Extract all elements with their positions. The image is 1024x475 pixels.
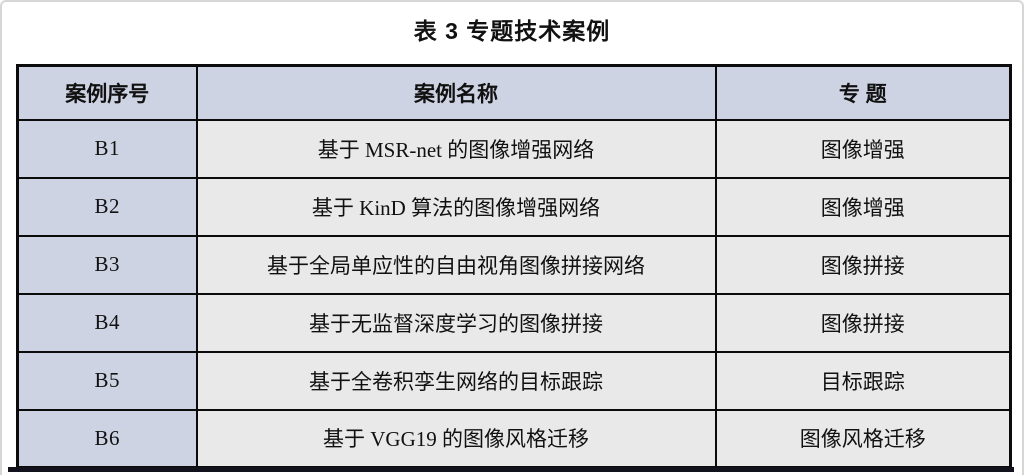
case-topic-cell: 目标跟踪 [714, 350, 1012, 411]
case-name-cell: 基于 MSR-net 的图像增强网络 [195, 118, 717, 179]
case-id-cell: B4 [16, 292, 198, 353]
case-topic-cell: 图像增强 [714, 118, 1012, 179]
case-name-cell: 基于 KinD 算法的图像增强网络 [195, 176, 717, 237]
case-name-cell: 基于全局单应性的自由视角图像拼接网络 [195, 234, 717, 295]
table-header-row: 案例序号 案例名称 专 题 [16, 64, 1012, 121]
case-id-cell: B6 [16, 408, 198, 469]
case-id-cell: B3 [16, 234, 198, 295]
table-row: B6 基于 VGG19 的图像风格迁移 图像风格迁移 [16, 408, 1012, 469]
case-id-cell: B5 [16, 350, 198, 411]
case-topic-cell: 图像风格迁移 [714, 408, 1012, 469]
case-name-cell: 基于无监督深度学习的图像拼接 [195, 292, 717, 353]
case-id-cell: B1 [16, 118, 198, 179]
table-row: B4 基于无监督深度学习的图像拼接 图像拼接 [16, 292, 1012, 353]
case-topic-cell: 图像拼接 [714, 234, 1012, 295]
table-row: B3 基于全局单应性的自由视角图像拼接网络 图像拼接 [16, 234, 1012, 295]
cases-table: 案例序号 案例名称 专 题 B1 基于 MSR-net 的图像增强网络 图像增强… [16, 64, 1012, 469]
case-id-cell: B2 [16, 176, 198, 237]
window-edge-bar [8, 467, 1014, 472]
case-name-cell: 基于全卷积孪生网络的目标跟踪 [195, 350, 717, 411]
case-topic-cell: 图像拼接 [714, 292, 1012, 353]
case-name-cell: 基于 VGG19 的图像风格迁移 [195, 408, 717, 469]
case-topic-cell: 图像增强 [714, 176, 1012, 237]
column-header-topic: 专 题 [714, 64, 1012, 121]
table-row: B5 基于全卷积孪生网络的目标跟踪 目标跟踪 [16, 350, 1012, 411]
column-header-case-id: 案例序号 [16, 64, 198, 121]
column-header-case-name: 案例名称 [195, 64, 717, 121]
table-row: B2 基于 KinD 算法的图像增强网络 图像增强 [16, 176, 1012, 237]
table-caption: 表 3 专题技术案例 [413, 18, 611, 44]
table-row: B1 基于 MSR-net 的图像增强网络 图像增强 [16, 118, 1012, 179]
